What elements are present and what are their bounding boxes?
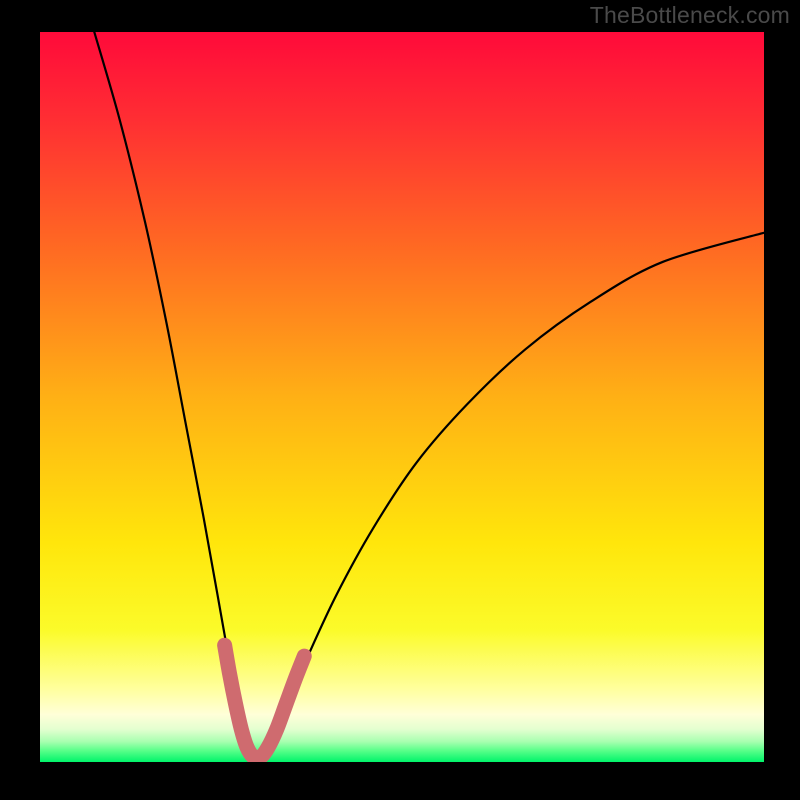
chart-frame: TheBottleneck.com [0,0,800,800]
gradient-background [40,32,764,762]
bottleneck-chart [0,0,800,800]
watermark-text: TheBottleneck.com [590,2,790,29]
